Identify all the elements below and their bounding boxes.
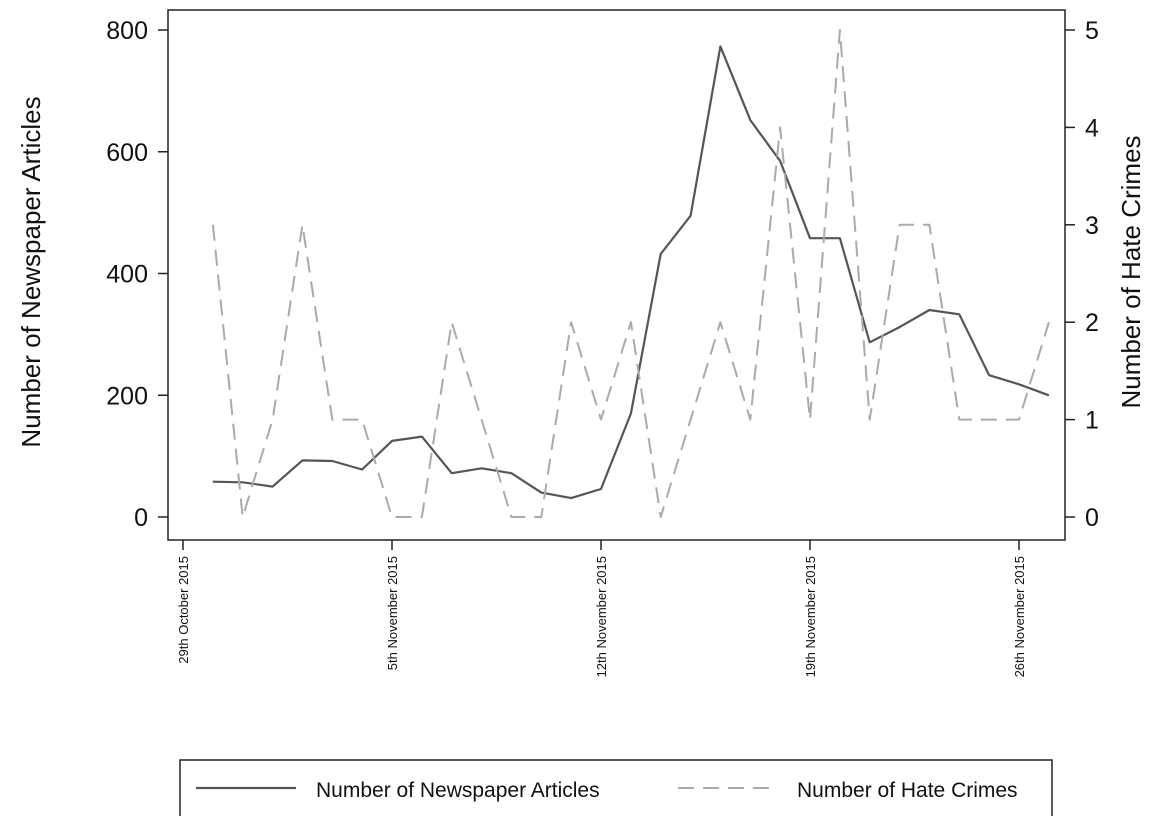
y-right-tick-label: 5	[1085, 17, 1099, 45]
x-tick-label: 29th October 2015	[176, 556, 191, 664]
y-right-tick-label: 3	[1085, 212, 1099, 240]
y-left-axis-title: Number of Newspaper Articles	[16, 96, 46, 447]
series-hate-crimes-line	[213, 30, 1049, 517]
y-left-tick-label: 600	[106, 139, 148, 167]
y-right-axis-title: Number of Hate Crimes	[1116, 135, 1146, 408]
y-left-tick-label: 400	[106, 261, 148, 289]
y-left-tick-label: 200	[106, 382, 148, 410]
y-left-tick-label: 0	[134, 504, 148, 532]
y-right-tick-label: 0	[1085, 504, 1099, 532]
x-tick-label: 26th November 2015	[1012, 556, 1027, 677]
legend-label-newspaper-articles: Number of Newspaper Articles	[316, 779, 600, 802]
x-tick-label: 19th November 2015	[803, 556, 818, 677]
y-right-tick-label: 1	[1085, 407, 1099, 435]
y-left-tick-label: 800	[106, 17, 148, 45]
y-right-tick-label: 2	[1085, 309, 1099, 337]
x-tick-label: 12th November 2015	[594, 556, 609, 677]
legend-label-hate-crimes: Number of Hate Crimes	[797, 779, 1018, 802]
y-right-tick-label: 4	[1085, 114, 1099, 142]
series-newspaper-articles-line	[213, 46, 1049, 498]
x-tick-label: 5th November 2015	[385, 556, 400, 670]
